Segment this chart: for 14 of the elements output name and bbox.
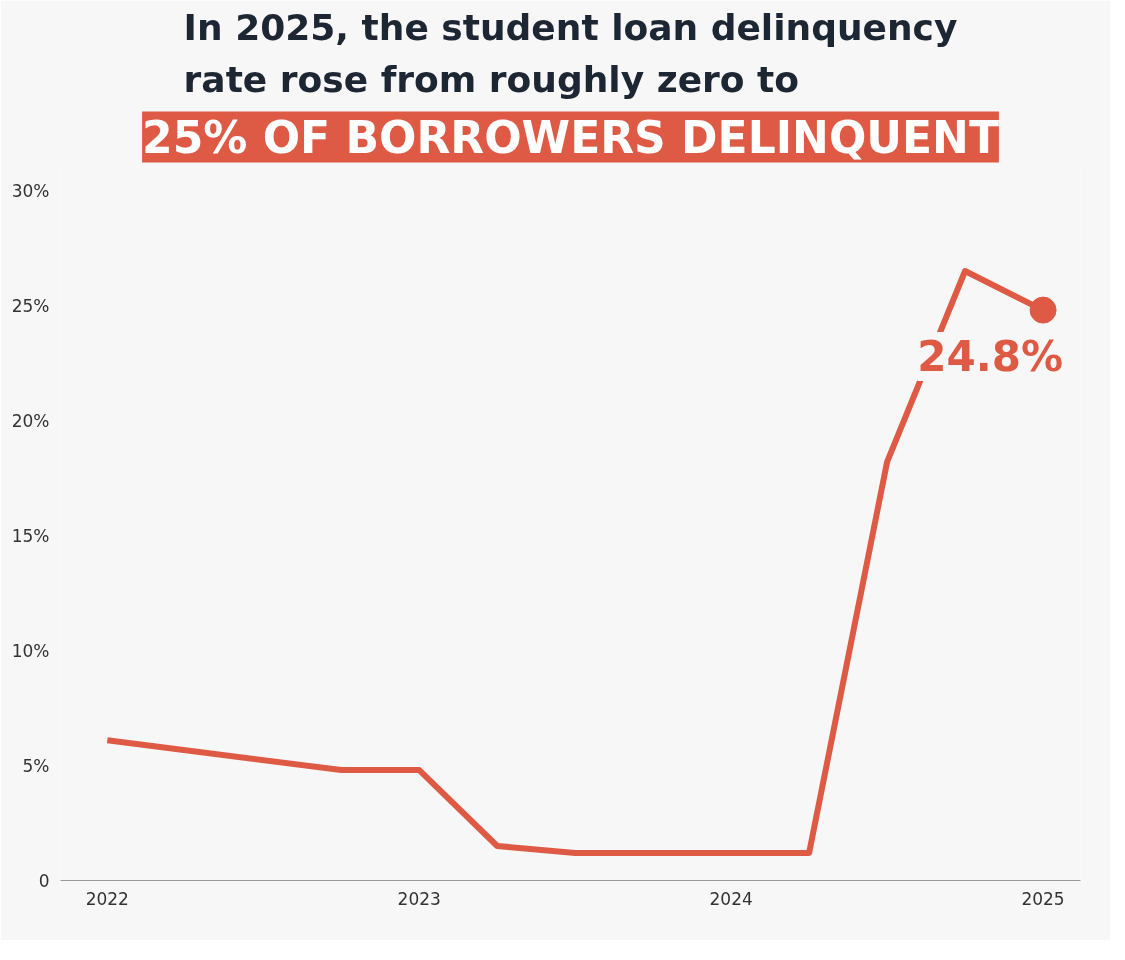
y-tick-label: 25% bbox=[11, 295, 50, 316]
chart-subtitle: 25% OF BORROWERS DELINQUENT bbox=[142, 111, 999, 163]
y-tick-label: 15% bbox=[11, 525, 50, 546]
x-tick-label: 2023 bbox=[397, 888, 441, 909]
x-tick-label: 2025 bbox=[1021, 888, 1065, 909]
y-tick-label: 30% bbox=[11, 180, 50, 201]
chart-title: In 2025, the student loan delinquency rate rose from roughly zero to bbox=[183, 7, 958, 100]
x-tick-label: 2022 bbox=[85, 888, 129, 909]
x-tick-label: 2024 bbox=[709, 888, 753, 909]
y-tick-label: 5% bbox=[22, 755, 50, 776]
y-tick-label: 10% bbox=[11, 640, 50, 661]
y-tick-label: 20% bbox=[11, 410, 50, 431]
annotation: 24.8% bbox=[917, 332, 1064, 382]
y-tick-label: 0 bbox=[38, 870, 50, 891]
